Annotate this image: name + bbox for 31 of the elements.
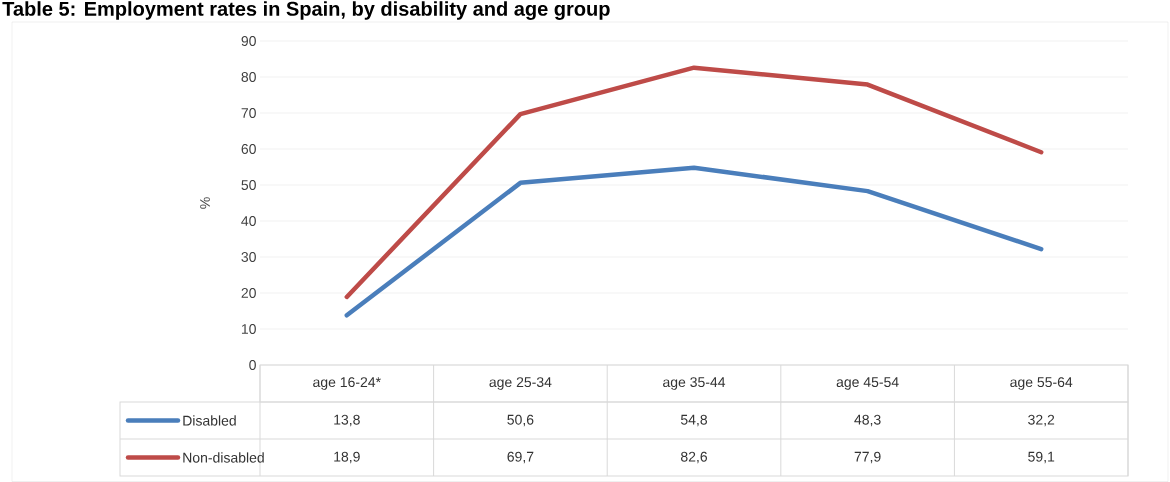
data-label: 54,8 xyxy=(680,414,708,427)
data-label: 77,9 xyxy=(854,451,881,464)
y-tick-label: 20 xyxy=(241,288,256,298)
y-tick-label: 80 xyxy=(241,72,256,82)
data-label: 69,7 xyxy=(507,451,534,464)
data-label: 59,1 xyxy=(1028,451,1055,464)
y-tick-label: 60 xyxy=(241,144,256,154)
data-label: 48,3 xyxy=(854,414,881,427)
data-label: 50,6 xyxy=(507,414,534,427)
chart-title: Table 5: Employment rates in Spain, by disability and age group xyxy=(2,1,610,20)
y-tick-label: 30 xyxy=(241,252,256,262)
x-tick-label: age 25-34 xyxy=(489,377,552,390)
line-series xyxy=(344,65,1044,300)
legend-label: Disabled xyxy=(183,415,236,426)
x-tick-label: age 45-54 xyxy=(836,377,899,390)
y-tick-label: 50 xyxy=(241,180,256,190)
y-tick-label: 90 xyxy=(241,36,256,46)
y-tick-label: 10 xyxy=(241,324,256,334)
x-tick-label: age 35-44 xyxy=(663,377,726,390)
legend-label: Non-disabled xyxy=(183,452,264,463)
y-tick-label: 40 xyxy=(241,216,256,226)
y-axis-title: % xyxy=(200,197,210,209)
data-label: 13,8 xyxy=(334,414,360,427)
line-series xyxy=(344,165,1044,318)
data-label: 82,6 xyxy=(681,451,708,464)
data-label: 32,2 xyxy=(1028,414,1055,427)
y-tick-label: 70 xyxy=(241,108,256,118)
y-tick-label: 0 xyxy=(249,360,256,370)
x-tick-label: age 55-64 xyxy=(1010,377,1073,390)
data-label: 18,9 xyxy=(334,451,360,464)
x-tick-label: age 16-24* xyxy=(313,377,381,390)
